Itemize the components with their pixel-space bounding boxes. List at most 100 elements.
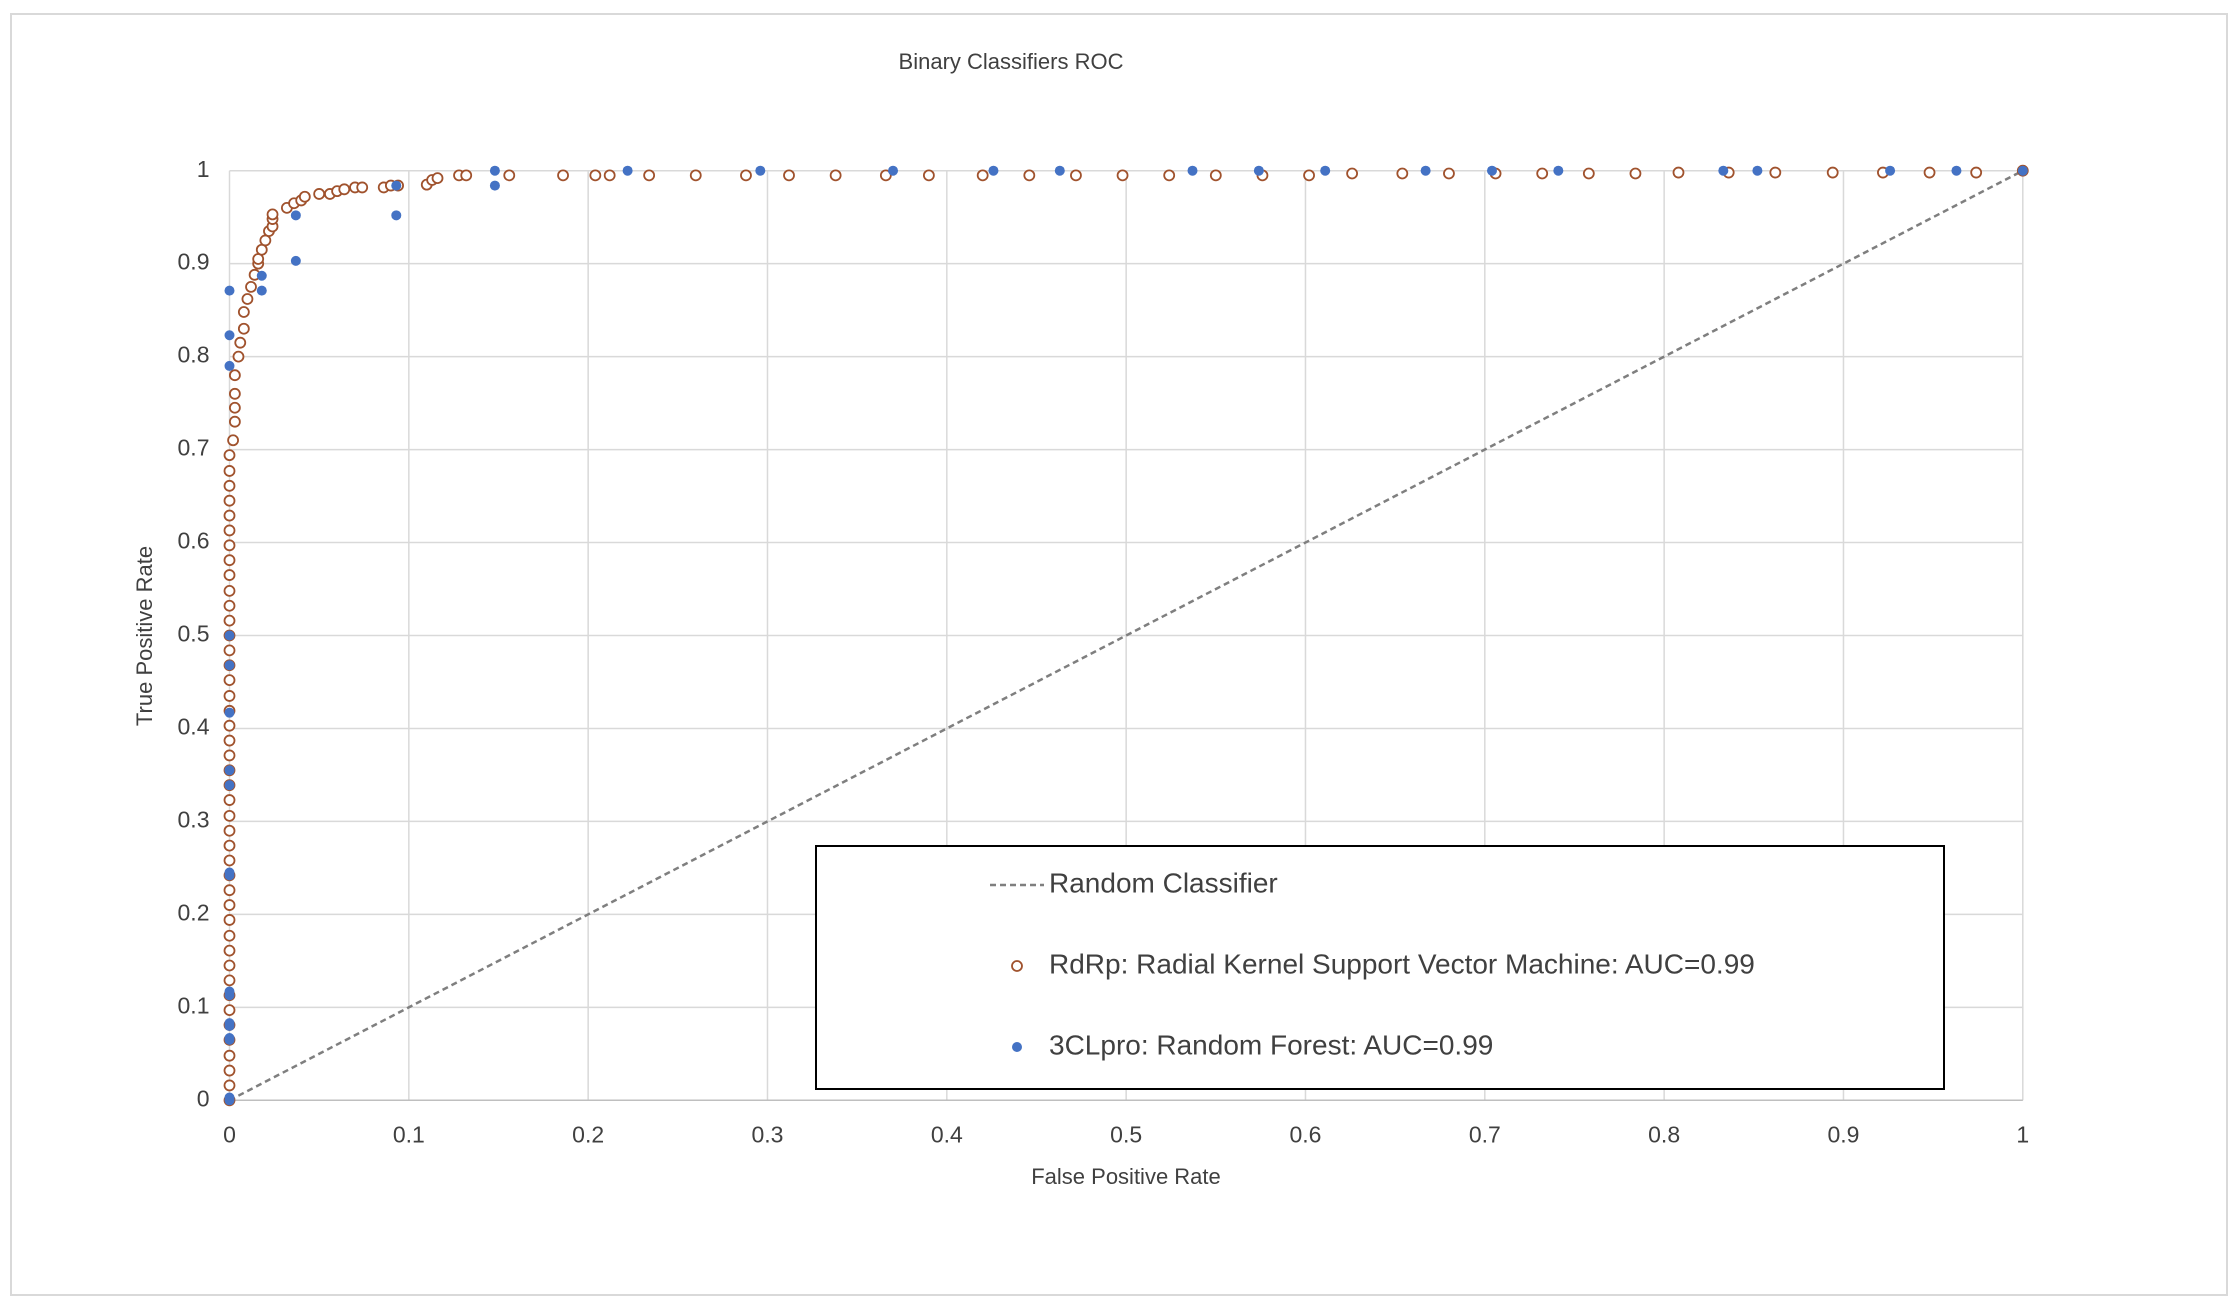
point <box>224 1033 235 1044</box>
x-tick-label: 0.6 <box>1289 1121 1321 1147</box>
point <box>256 270 267 281</box>
point <box>224 986 235 997</box>
x-tick-label: 0.2 <box>572 1121 604 1147</box>
point <box>223 479 236 492</box>
y-axis-title: True Positive Rate <box>132 546 157 726</box>
y-tick-label: 0.7 <box>178 435 210 461</box>
point <box>223 959 236 972</box>
point <box>922 169 935 182</box>
point <box>1346 167 1359 180</box>
point <box>223 690 236 702</box>
point <box>223 1049 236 1062</box>
point <box>1420 165 1431 176</box>
point <box>223 509 236 522</box>
point <box>223 944 236 957</box>
chart-title: Binary Classifiers ROC <box>899 49 1124 74</box>
point <box>228 415 241 428</box>
point <box>224 330 235 341</box>
point <box>1303 169 1315 182</box>
x-tick-label: 1 <box>2016 1121 2029 1147</box>
y-tick-label: 0.2 <box>178 899 210 925</box>
point <box>223 554 236 567</box>
y-tick-label: 0.4 <box>178 714 210 740</box>
point <box>223 884 236 897</box>
point <box>988 165 999 176</box>
point <box>290 255 301 266</box>
point <box>223 974 236 987</box>
point <box>338 183 351 196</box>
x-tick-label: 0.7 <box>1469 1121 1501 1147</box>
point <box>829 169 842 182</box>
point <box>237 322 250 335</box>
x-tick-label: 0.8 <box>1648 1121 1680 1147</box>
point <box>589 169 602 182</box>
point <box>740 169 752 182</box>
y-tick-label: 0.9 <box>178 249 210 275</box>
point <box>1769 166 1782 179</box>
x-axis-title: False Positive Rate <box>1031 1164 1221 1189</box>
point <box>223 854 236 867</box>
point <box>783 169 795 182</box>
point <box>224 630 235 641</box>
point <box>622 165 633 176</box>
point <box>223 644 236 657</box>
point <box>391 180 402 191</box>
point <box>1826 166 1839 179</box>
legend-label: 3CLpro: Random Forest: AUC=0.99 <box>1049 1029 1493 1060</box>
legend-symbol <box>1012 1042 1022 1052</box>
point <box>1885 165 1896 176</box>
point <box>1116 169 1129 182</box>
x-tick-label: 0.9 <box>1827 1121 1859 1147</box>
point <box>223 614 236 627</box>
reference-line <box>228 169 2024 1102</box>
point <box>224 660 235 671</box>
point <box>224 707 235 718</box>
point <box>224 765 235 776</box>
point <box>1209 169 1222 182</box>
point <box>228 369 241 382</box>
legend-label: Random Classifier <box>1049 867 1278 898</box>
point <box>245 280 257 293</box>
y-tick-label: 1 <box>197 156 210 182</box>
point <box>391 210 402 221</box>
point <box>227 434 239 447</box>
point <box>224 1018 235 1029</box>
point <box>223 794 236 806</box>
point <box>460 169 473 182</box>
point <box>1486 165 1497 176</box>
point <box>224 360 235 371</box>
point <box>879 169 892 182</box>
point <box>1187 165 1198 176</box>
point <box>223 1004 236 1017</box>
point <box>223 449 236 462</box>
point <box>223 914 236 926</box>
point <box>224 780 235 791</box>
point <box>228 387 241 400</box>
chart-frame <box>10 13 2228 1296</box>
point <box>223 584 236 597</box>
point <box>2017 165 2028 176</box>
point <box>223 1064 236 1077</box>
point <box>1582 167 1595 180</box>
point <box>223 569 236 581</box>
legend-symbol <box>1011 960 1023 972</box>
legend: Random Classifier RdRp: Radial Kernel Sup… <box>990 867 1755 1060</box>
point <box>241 293 254 305</box>
point <box>266 208 279 221</box>
point <box>223 899 236 911</box>
point <box>223 1079 236 1092</box>
point <box>1672 166 1685 179</box>
point <box>888 165 899 176</box>
y-tick-label: 0.5 <box>178 621 210 647</box>
y-tick-label: 0.3 <box>178 806 210 832</box>
point <box>503 169 516 182</box>
point <box>223 809 236 822</box>
point <box>689 169 702 182</box>
point <box>223 719 236 732</box>
point <box>223 465 236 477</box>
point <box>1023 169 1036 182</box>
point <box>223 734 236 747</box>
point <box>232 350 245 363</box>
